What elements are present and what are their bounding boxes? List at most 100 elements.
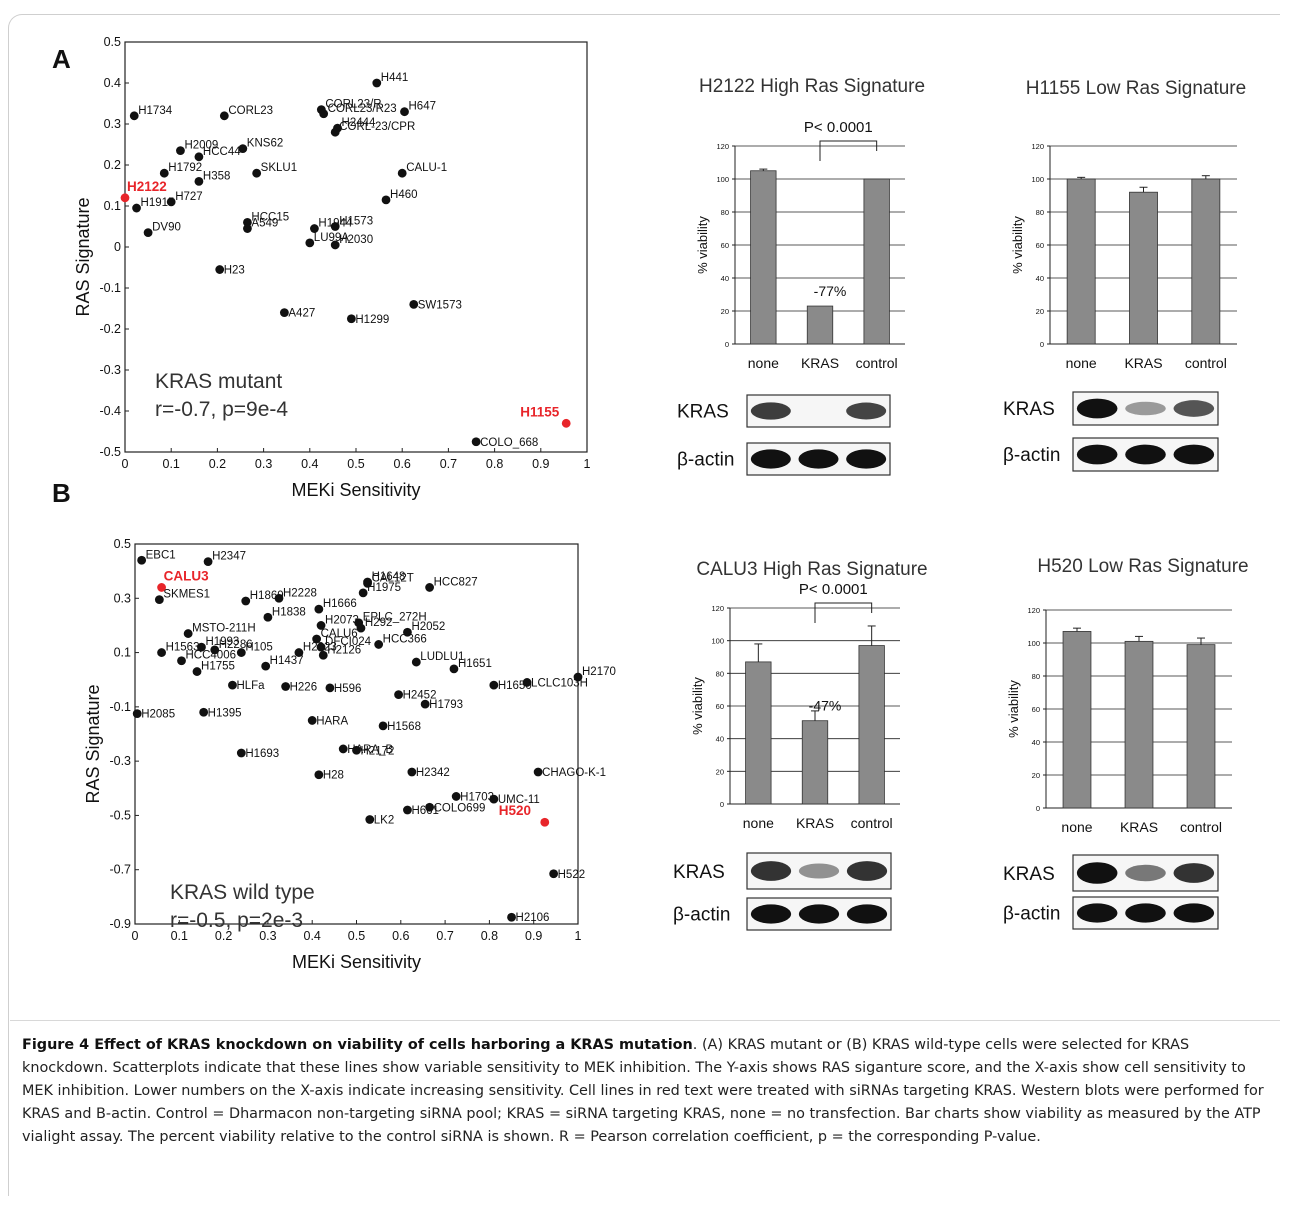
scatter-point-label: H522 <box>558 869 586 881</box>
scatter-point <box>143 228 153 238</box>
scatter-point <box>522 678 532 687</box>
scatter-point-label: H226 <box>290 682 318 694</box>
scatter-point <box>314 604 324 614</box>
scatter-point <box>325 683 335 693</box>
annotation-text: KRAS mutant <box>155 370 282 393</box>
scatter-point <box>241 596 251 606</box>
blot-band <box>1173 903 1215 923</box>
bar-category-label: KRAS <box>1124 355 1162 371</box>
scatter-point-label: H2286 <box>219 639 253 651</box>
blot-band <box>1173 444 1215 465</box>
scatter-point <box>194 152 204 162</box>
blot-row-label: β-actin <box>673 904 730 925</box>
scatter-point-label: COLO_668 <box>480 437 538 449</box>
scatter-point-label: H460 <box>390 189 418 201</box>
blot-band <box>798 863 840 879</box>
scatter-point-label: H1299 <box>355 314 389 326</box>
bar-category-label: none <box>1061 819 1092 835</box>
scatter-point <box>307 716 317 725</box>
scatter-point <box>407 767 417 777</box>
scatter-point <box>378 721 388 731</box>
scatter-point <box>176 146 185 156</box>
scatter-point <box>183 629 193 638</box>
x-tick-label: 0.3 <box>259 929 276 943</box>
y-tick-label: 0.5 <box>114 537 131 551</box>
blot-band <box>1076 903 1118 923</box>
scatter-point-label: KNS62 <box>247 138 283 150</box>
x-tick-label: 0.2 <box>209 457 226 471</box>
scatter-point-label: H1793 <box>429 699 463 711</box>
x-tick-label: 0.1 <box>163 457 180 471</box>
y-tick-label: 20 <box>1032 771 1040 780</box>
scatter-point <box>561 418 571 428</box>
blot-band <box>750 402 791 420</box>
x-tick-label: 0.5 <box>348 929 365 943</box>
y-tick-label: 100 <box>1031 175 1044 184</box>
scatter-point-label: H2030 <box>339 234 373 246</box>
y-tick-label: -0.1 <box>99 281 121 295</box>
scatter-point <box>394 690 403 700</box>
scatter-point-label: DV90 <box>152 222 181 234</box>
scatter-point <box>403 805 412 815</box>
scatter-point-label: H2170 <box>582 666 616 678</box>
y-tick-label: -0.4 <box>99 404 121 418</box>
scatter-point <box>363 577 372 587</box>
y-tick-label: 120 <box>711 604 724 613</box>
scatter-point-label: CORL23/R <box>325 99 381 111</box>
y-tick-label: 80 <box>721 208 729 217</box>
y-tick-label: 0.1 <box>104 199 121 213</box>
y-tick-label: 120 <box>1031 142 1044 151</box>
bar-category-label: control <box>851 815 893 831</box>
y-tick-label: 120 <box>716 142 729 151</box>
y-tick-label: 100 <box>711 637 724 646</box>
bar <box>863 178 890 345</box>
scatter-point-label: H2347 <box>212 551 246 563</box>
blot-row-label: KRAS <box>1003 399 1055 420</box>
blot-band <box>1076 862 1118 884</box>
y-tick-label: -0.1 <box>109 700 131 714</box>
blot-band <box>846 402 887 420</box>
y-axis-label: % viability <box>1006 680 1021 738</box>
scatter-point <box>252 168 262 178</box>
y-tick-label: 20 <box>716 767 724 776</box>
x-tick-label: 1 <box>575 929 582 943</box>
blot-band <box>1173 863 1215 883</box>
bar-category-label: none <box>743 815 774 831</box>
y-tick-label: 0.2 <box>104 158 121 172</box>
scatter-point <box>157 648 166 657</box>
scatter-point-label: CORL23 <box>228 105 273 117</box>
scatter-point <box>365 815 375 824</box>
scatter-point-label: CORL23/R23 <box>328 103 397 115</box>
scatter-point <box>243 224 252 233</box>
y-tick-label: 40 <box>721 274 729 283</box>
scatter-point <box>177 656 186 666</box>
scatter-point-label: H105 <box>245 642 273 654</box>
scatter-point <box>400 107 409 117</box>
y-tick-label: 0 <box>725 340 729 349</box>
y-axis-label: % viability <box>1010 216 1025 274</box>
scatter-point-label: SKLU1 <box>261 162 297 174</box>
scatter-point-label: H1666 <box>323 598 357 610</box>
y-tick-label: 0.5 <box>104 35 121 49</box>
scatter-point <box>236 748 246 758</box>
scatter-point-label: HCC15 <box>251 211 289 223</box>
scatter-point-label: EPLC_272H <box>363 612 427 624</box>
x-tick-label: 0.6 <box>392 929 409 943</box>
scatter-point <box>219 111 229 121</box>
scatter-point <box>319 109 329 119</box>
scatter-point <box>330 127 340 137</box>
scatter-point-label: H2172 <box>361 745 395 757</box>
scatter-point-label: COLO699 <box>434 802 486 814</box>
y-tick-label: 80 <box>716 669 724 678</box>
bar-category-label: KRAS <box>1120 819 1158 835</box>
scatter-point-label: H2052 <box>411 621 445 633</box>
scatter-point <box>540 817 550 827</box>
blot-band <box>1076 444 1118 465</box>
y-tick-label: 120 <box>1027 606 1040 615</box>
scatter-point <box>409 300 419 309</box>
scatter-point <box>157 583 166 592</box>
bar <box>858 645 885 805</box>
bar <box>750 170 777 345</box>
scatter-point-label: H1648 <box>372 571 406 583</box>
panel-letter-A: A <box>52 44 71 74</box>
